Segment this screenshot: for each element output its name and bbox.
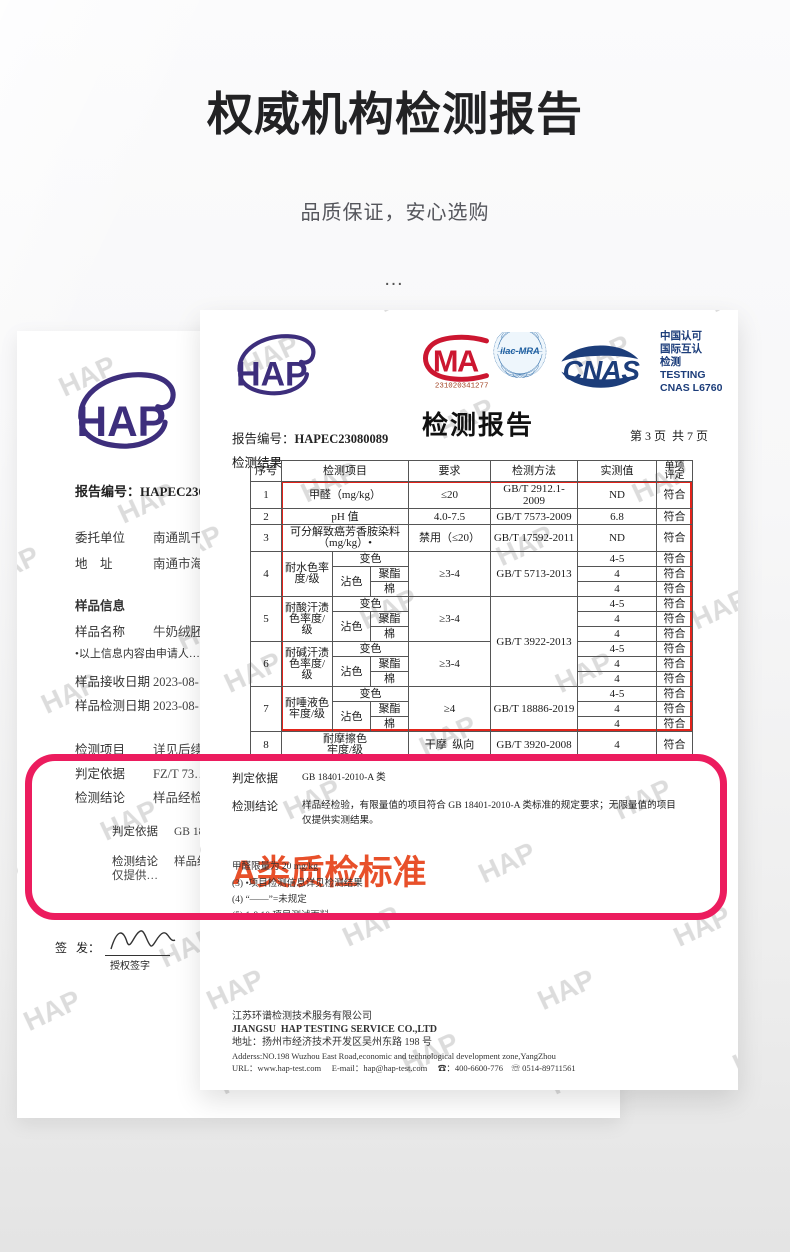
svg-text:231020341277: 231020341277 xyxy=(435,383,489,391)
svg-text:ilac-MRA: ilac-MRA xyxy=(500,346,540,356)
svg-text:HAP: HAP xyxy=(236,355,307,393)
svg-text:MA: MA xyxy=(433,344,479,379)
svg-text:HAP: HAP xyxy=(77,398,166,445)
svg-text:CNAS: CNAS xyxy=(563,355,641,386)
